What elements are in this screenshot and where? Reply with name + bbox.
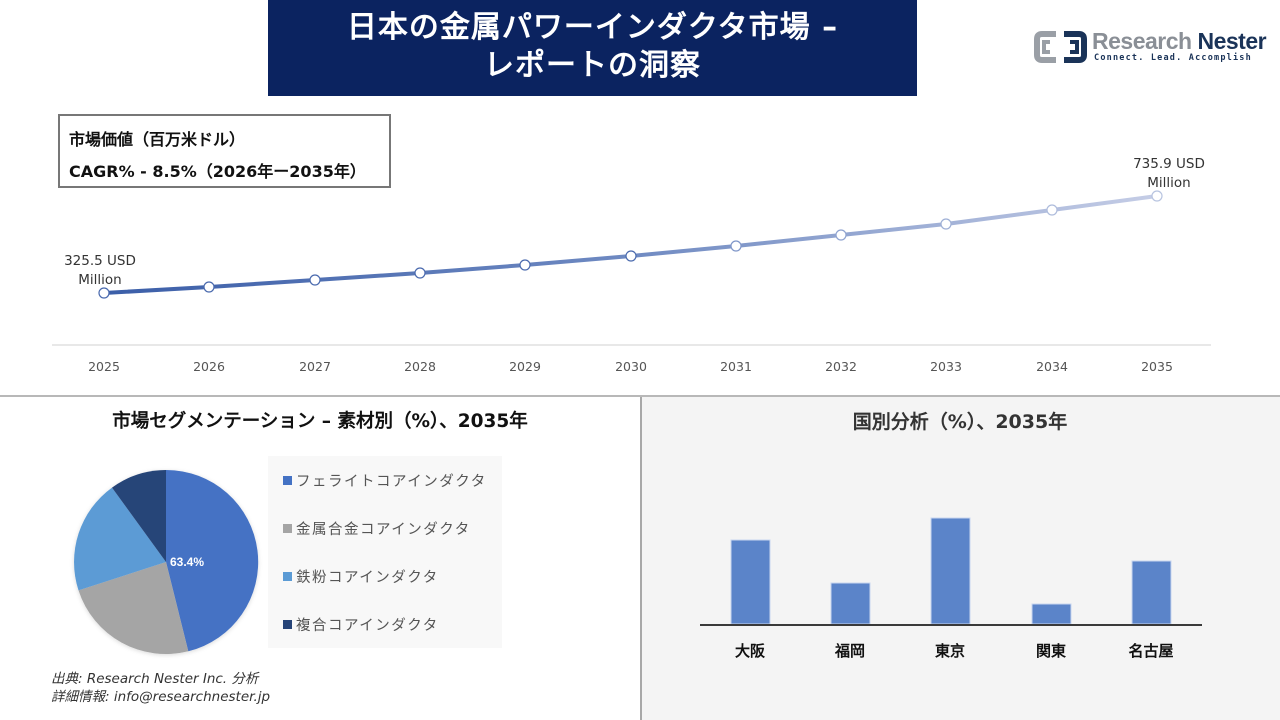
x-tick-2028: 2028: [404, 359, 436, 374]
bar-osaka: [730, 539, 771, 625]
pie-slice-composite: [112, 470, 166, 562]
logo-wordmark: Research Nester: [1092, 28, 1267, 54]
start-value-label-line1: 325.5 USD: [64, 253, 136, 269]
source-footer: 出典: Research Nester Inc. 分析 詳細情報: info@r…: [51, 670, 270, 706]
source-text: 出典: Research Nester Inc. 分析: [51, 671, 259, 687]
data-points: [98, 190, 1163, 299]
x-tick-2026: 2026: [193, 359, 225, 374]
contact-text: 詳細情報: info@researchnester.jp: [51, 689, 271, 705]
x-tick-2032: 2032: [825, 359, 857, 374]
data-point-2025: [98, 287, 110, 299]
bar-label-tokyo: 東京: [935, 642, 965, 660]
legend-swatch-icon: [283, 572, 292, 581]
x-tick-2027: 2027: [299, 359, 331, 374]
end-value-label-line1: 735.9 USD: [1133, 156, 1205, 172]
pie-slice-ferrite: [166, 469, 259, 652]
data-point-2034: [1046, 204, 1058, 216]
x-axis-tick-labels: 2025 2026 2027 2028 2029 2030 2031 2032 …: [88, 359, 1173, 374]
data-point-2029: [519, 259, 531, 271]
logo-tagline: Connect. Lead. Accomplish: [1094, 53, 1252, 63]
country-bar-chart: 大阪 福岡 東京 関東 名古屋: [700, 517, 1202, 660]
bar-label-osaka: 大阪: [735, 642, 766, 660]
pie-legend: フェライトコアインダクタ 金属合金コアインダクタ 鉄粉コアインダクタ 複合コアイ…: [268, 456, 502, 648]
country-analysis-title: 国別分析（%）、2035年: [852, 411, 1068, 433]
x-tick-2033: 2033: [930, 359, 962, 374]
pie-data-label: 63.4%: [170, 555, 204, 569]
market-value-line-chart: 325.5 USD Million 735.9 USD Million 2025…: [52, 156, 1211, 374]
material-segmentation-pie-chart: 63.4%: [74, 469, 259, 655]
bar-label-nagoya: 名古屋: [1128, 642, 1173, 660]
legend-item-metal-alloy: 金属合金コアインダクタ: [283, 518, 471, 539]
x-tick-2034: 2034: [1036, 359, 1068, 374]
segmentation-title: 市場セグメンテーション – 素材別（%）、2035年: [112, 411, 528, 432]
market-value-info-box: 市場価値（百万米ドル） CAGR% - 8.5%（2026年ー2035年）: [58, 114, 391, 188]
pie-slice-metal-alloy: [78, 562, 189, 655]
section-divider: [0, 395, 1280, 397]
bar-tokyo: [930, 517, 971, 625]
research-nester-logo: Research Nester Connect. Lead. Accomplis…: [1034, 28, 1267, 64]
market-value-label: 市場価値（百万米ドル）: [69, 130, 246, 149]
data-point-2032: [835, 229, 847, 241]
bar-fukuoka: [830, 582, 871, 625]
end-value-label-line2: Million: [1147, 175, 1190, 191]
data-point-2028: [414, 267, 426, 279]
data-point-2026: [203, 281, 215, 293]
legend-swatch-icon: [283, 620, 292, 629]
data-point-2035: [1151, 190, 1163, 202]
legend-item-composite: 複合コアインダクタ: [283, 614, 439, 635]
data-point-2031: [730, 240, 742, 252]
data-point-2030: [625, 250, 637, 262]
start-value-label-line2: Million: [78, 272, 121, 288]
x-tick-2031: 2031: [720, 359, 752, 374]
x-tick-2025: 2025: [88, 359, 120, 374]
legend-item-iron-powder: 鉄粉コアインダクタ: [283, 566, 439, 587]
pie-slice-iron-powder: [74, 487, 166, 591]
bar-label-kanto: 関東: [1036, 642, 1066, 660]
title-line-1: 日本の金属パワーインダクタ市場 –: [346, 10, 839, 45]
bar-label-fukuoka: 福岡: [834, 642, 865, 660]
bar-kanto: [1031, 603, 1072, 625]
title-line-2: レポートの洞察: [484, 48, 701, 83]
x-tick-2035: 2035: [1141, 359, 1173, 374]
legend-item-ferrite: フェライトコアインダクタ: [283, 470, 487, 491]
report-title-banner: 日本の金属パワーインダクタ市場 – レポートの洞察: [268, 0, 917, 96]
logo-mark-icon: [1034, 31, 1087, 63]
bar-nagoya: [1131, 560, 1172, 625]
market-value-line: [103, 194, 1158, 295]
data-point-2027: [309, 274, 321, 286]
legend-swatch-icon: [283, 476, 292, 485]
data-point-2033: [940, 218, 952, 230]
x-tick-2030: 2030: [615, 359, 647, 374]
cagr-label: CAGR% - 8.5%（2026年ー2035年）: [69, 162, 366, 181]
legend-swatch-icon: [283, 524, 292, 533]
x-tick-2029: 2029: [509, 359, 541, 374]
